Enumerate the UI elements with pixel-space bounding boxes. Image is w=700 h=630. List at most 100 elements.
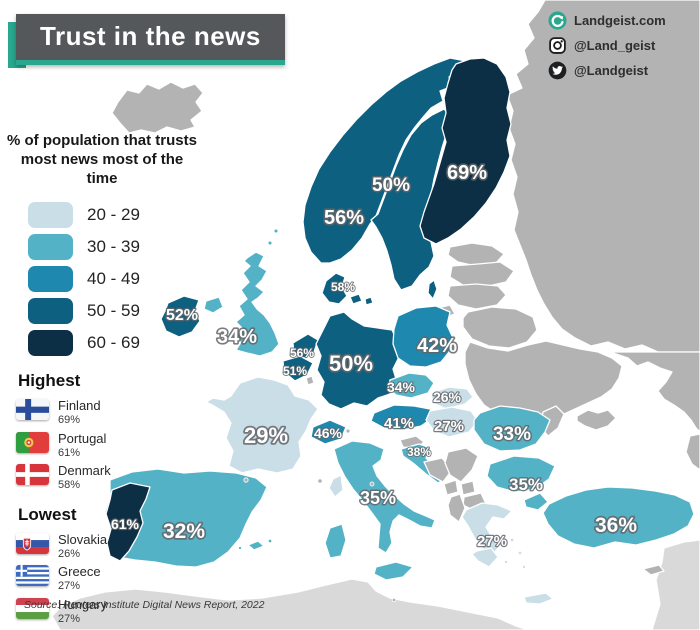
map-hungary [425,406,479,438]
legend-bucket-label: 60 - 69 [87,332,140,352]
website-label: Landgeist.com [574,13,666,28]
branding: Landgeist.com @Land_geist @Landgeist [548,11,666,80]
map-andorra [243,477,249,483]
map-sicily [373,561,414,581]
map-value-label-czech-republic: 34% [387,379,416,395]
instagram-row: @Land_geist [548,36,666,55]
map-czechia [387,372,435,399]
map-russia-south [609,351,700,433]
ranking-country-name: Finland [58,398,101,413]
map-value-label-italy: 35% [360,488,396,508]
highest-block: Highest Finland 69% Portugal 61% Denmark 58% [16,371,146,492]
map-mallorca [247,540,265,551]
map-turkey [542,486,695,549]
legend-swatch [28,265,73,292]
ranking-item: Finland 69% [16,398,146,427]
map-value-labels: 69% 56% 50% 58% 52% 34% 56% 51% 50% 42% 34% 26% 41% 4… [110,160,639,551]
map-value-label-greece: 27% [477,533,507,550]
twitter-handle: @Landgeist [574,63,649,78]
page-title: Trust in the news [40,21,261,51]
title-block: Trust in the news [8,14,285,68]
map-thrace [523,492,549,511]
map-middle-east [651,539,700,630]
legend-bucket-label: 30 - 39 [87,236,140,256]
map-aegean-island [517,550,523,556]
ranking-country-value: 61% [58,446,81,459]
map-northern-ireland [203,296,224,314]
map-value-label-turkey: 36% [595,514,637,537]
map-value-label-switzerland: 46% [314,425,343,441]
highest-header: Highest [18,371,81,390]
legend-swatch [28,297,73,324]
lowest-block: Lowest Slovakia 26% Greece 27% Hungary 27% [16,505,146,626]
map-bulgaria [486,455,556,493]
legend-swatch [28,233,73,260]
map-romania [473,405,551,452]
map-finland [419,57,512,245]
title-box: Trust in the news [16,14,285,65]
map-liechtenstein [345,428,351,434]
map-crete [523,592,554,605]
legend-row: 40 - 49 [28,265,200,292]
map-value-label-austria: 41% [384,415,414,432]
map-value-label-finland: 69% [447,162,487,184]
map-cyprus [642,564,665,576]
map-greece [461,502,513,556]
map-caucasus [685,433,700,471]
map-albania [447,493,466,523]
website-row: Landgeist.com [548,11,666,30]
ranking-item: Greece 27% [16,564,146,593]
denmark-flag-icon [16,464,49,486]
map-value-label-sweden: 50% [372,175,410,196]
legend-buckets: 20 - 29 30 - 39 40 - 49 50 - 59 60 - 69 [4,201,200,356]
map-value-label-netherlands: 56% [290,346,314,360]
map-aegean-island [509,537,515,543]
legend-bucket-label: 20 - 29 [87,204,140,224]
map-value-label-germany: 50% [329,351,373,376]
map-value-label-spain: 32% [163,520,205,543]
map-value-label-slovakia: 26% [433,389,462,405]
map-portugal [105,482,151,562]
landgeist-logo-icon [548,11,567,30]
map-value-label-romania: 33% [493,424,531,445]
slovakia-flag-icon [16,532,49,554]
map-gotland [427,279,438,300]
map-value-label-united-kingdom: 34% [217,326,257,348]
highest-items: Finland 69% Portugal 61% Denmark 58% [16,398,146,492]
legend-swatch [28,201,73,228]
legend-row: 60 - 69 [28,329,200,356]
map-corsica [328,474,344,498]
map-crimea [576,409,617,431]
map-value-label-denmark: 58% [331,280,355,294]
map-value-label-croatia: 38% [407,445,431,459]
map-denmark [321,272,348,305]
ranking-item: Hungary 27% [16,596,146,626]
ranking-country-value: 27% [58,580,81,593]
ranking-country-value: 69% [58,413,81,426]
map-san-marino [369,481,375,487]
legend-swatch [28,329,73,356]
map-menorca [267,538,273,544]
map-italy [333,440,436,554]
map-netherlands [292,333,319,359]
instagram-icon [548,36,567,55]
map-great-britain [233,251,280,357]
instagram-handle: @Land_geist [574,38,656,53]
ranking-country-value: 58% [58,479,81,492]
ranking-country-name: Hungary [58,596,108,612]
portugal-flag-icon [16,431,49,453]
map-switzerland [310,419,347,445]
ranking-country-value: 26% [58,547,81,560]
map-germany [315,311,400,410]
map-poland [392,305,454,368]
map-ukraine [464,340,623,428]
greece-flag-icon [16,565,49,587]
map-serbia [444,447,479,483]
map-russia [506,0,700,353]
map-france [205,376,319,474]
map-iceland [111,81,204,134]
map-peloponnese [471,547,499,568]
map-value-label-france: 29% [244,423,288,448]
map-montenegro [443,479,459,496]
map-orkney [273,228,279,234]
